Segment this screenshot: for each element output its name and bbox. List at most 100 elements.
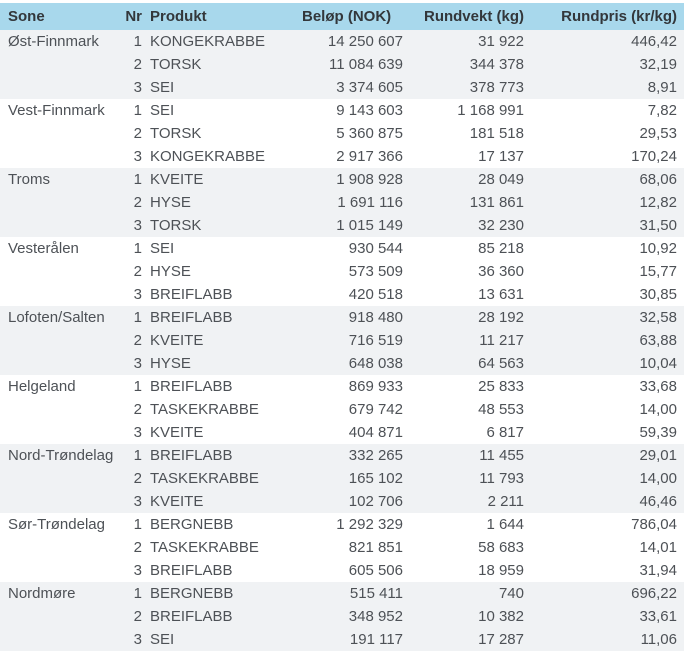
produkt-cell: TORSK <box>142 53 302 76</box>
produkt-cell: BREIFLABB <box>142 605 302 628</box>
table-row: 2 KVEITE 716 519 11 217 63,88 <box>0 329 684 352</box>
rundpris-cell: 10,04 <box>524 352 684 375</box>
sone-cell: Øst-Finnmark <box>0 30 118 53</box>
column-header-nr[interactable]: Nr <box>118 3 142 30</box>
nr-cell: 3 <box>118 490 142 513</box>
produkt-cell: TORSK <box>142 214 302 237</box>
rundvekt-cell: 2 211 <box>403 490 524 513</box>
rundpris-cell: 29,01 <box>524 444 684 467</box>
rundpris-cell: 14,00 <box>639 401 677 418</box>
rundpris-cell: 32,58 <box>524 306 684 329</box>
belop-cell: 515 411 <box>302 582 403 605</box>
produkt-cell: BREIFLABB <box>150 378 233 395</box>
sone-cell <box>0 260 118 283</box>
rundvekt-cell: 17 137 <box>478 148 524 165</box>
produkt-cell: TASKEKRABBE <box>142 467 302 490</box>
belop-cell: 679 742 <box>348 401 403 418</box>
belop-cell: 191 117 <box>302 628 403 651</box>
table-row: Nordmøre 1 BERGNEBB 515 411 740 696,22 <box>0 582 684 605</box>
table-row: 3 KVEITE 404 871 6 817 59,39 <box>0 421 684 444</box>
belop-cell: 1 691 116 <box>302 191 403 214</box>
rundvekt-cell: 13 631 <box>478 286 524 303</box>
rundvekt-cell: 18 959 <box>478 562 524 579</box>
belop-cell: 14 250 607 <box>302 30 403 53</box>
produkt-cell: TASKEKRABBE <box>150 539 259 556</box>
belop-cell: 869 933 <box>348 378 403 395</box>
rundvekt-cell: 10 382 <box>403 605 524 628</box>
rundpris-cell: 10,92 <box>639 240 677 257</box>
rundvekt-cell: 48 553 <box>478 401 524 418</box>
rundvekt-cell: 181 518 <box>469 125 524 142</box>
column-header-sone[interactable]: Sone <box>0 3 118 30</box>
belop-cell: 11 084 639 <box>302 53 403 76</box>
produkt-cell: KONGEKRABBE <box>142 30 302 53</box>
nr-cell: 3 <box>133 286 142 303</box>
rundvekt-cell: 11 793 <box>403 467 524 490</box>
sone-cell <box>0 467 118 490</box>
nr-cell: 3 <box>133 424 142 441</box>
rundvekt-cell: 1 168 991 <box>457 102 524 119</box>
column-header-produkt[interactable]: Produkt <box>142 3 302 30</box>
table-row: 2 BREIFLABB 348 952 10 382 33,61 <box>0 605 684 628</box>
rundpris-cell: 15,77 <box>639 263 677 280</box>
nr-cell: 3 <box>118 628 142 651</box>
nr-cell: 1 <box>118 168 142 191</box>
rundvekt-cell: 31 922 <box>403 30 524 53</box>
produkt-cell: SEI <box>142 628 302 651</box>
rundvekt-cell: 85 218 <box>478 240 524 257</box>
produkt-cell: HYSE <box>142 191 302 214</box>
column-header-rundpris[interactable]: Rundpris (kr/kg) <box>524 3 684 30</box>
sone-cell <box>0 559 118 582</box>
rundpris-cell: 59,39 <box>639 424 677 441</box>
table-row: Øst-Finnmark 1 KONGEKRABBE 14 250 607 31 922… <box>0 30 684 53</box>
sone-cell <box>0 76 118 99</box>
rundpris-cell: 7,82 <box>647 102 677 119</box>
table-row: Vest-Finnmark 1 SEI 9 143 603 1 168 991 7,82 <box>0 99 684 122</box>
table-row: 3 KVEITE 102 706 2 211 46,46 <box>0 490 684 513</box>
rundpris-cell: 68,06 <box>524 168 684 191</box>
belop-cell: 420 518 <box>348 286 403 303</box>
table-body: Øst-Finnmark 1 KONGEKRABBE 14 250 607 31 922… <box>0 30 684 651</box>
nr-cell: 3 <box>118 352 142 375</box>
produkt-cell: HYSE <box>142 352 302 375</box>
belop-cell: 5 360 875 <box>336 125 403 142</box>
rundvekt-cell: 6 817 <box>486 424 524 441</box>
report-table: Sone Nr Produkt Beløp (NOK) Rundvekt (kg… <box>0 3 684 651</box>
nr-cell: 3 <box>133 148 142 165</box>
column-header-belop[interactable]: Beløp (NOK) <box>302 3 403 30</box>
table-row: 3 KONGEKRABBE 2 917 366 17 137 170,24 <box>0 145 684 168</box>
rundpris-cell: 11,06 <box>524 628 684 651</box>
produkt-cell: BREIFLABB <box>150 562 233 579</box>
column-header-rundvekt[interactable]: Rundvekt (kg) <box>403 3 524 30</box>
belop-cell: 332 265 <box>302 444 403 467</box>
sone-cell <box>0 53 118 76</box>
rundvekt-cell: 1 644 <box>486 516 524 533</box>
produkt-cell: KVEITE <box>142 329 302 352</box>
belop-cell: 918 480 <box>302 306 403 329</box>
sone-cell: Helgeland <box>8 378 76 395</box>
sone-cell <box>0 421 118 444</box>
sone-cell <box>0 605 118 628</box>
produkt-cell: SEI <box>150 102 175 119</box>
nr-cell: 3 <box>118 214 142 237</box>
nr-cell: 1 <box>133 378 142 395</box>
rundvekt-cell: 28 049 <box>403 168 524 191</box>
rundvekt-cell: 11 217 <box>403 329 524 352</box>
sone-cell <box>0 352 118 375</box>
sone-cell: Sør-Trøndelag <box>8 516 105 533</box>
rundpris-cell: 33,61 <box>524 605 684 628</box>
table-row: 2 TORSK 5 360 875 181 518 29,53 <box>0 122 684 145</box>
belop-cell: 1 908 928 <box>302 168 403 191</box>
rundvekt-cell: 131 861 <box>403 191 524 214</box>
sone-cell <box>0 536 118 559</box>
rundvekt-cell: 344 378 <box>403 53 524 76</box>
nr-cell: 1 <box>118 30 142 53</box>
sone-cell: Vesterålen <box>8 240 79 257</box>
rundpris-cell: 8,91 <box>524 76 684 99</box>
belop-cell: 9 143 603 <box>336 102 403 119</box>
rundpris-cell: 32,19 <box>524 53 684 76</box>
nr-cell: 2 <box>118 191 142 214</box>
table-row: 2 TORSK 11 084 639 344 378 32,19 <box>0 53 684 76</box>
nr-cell: 2 <box>133 401 142 418</box>
sone-cell: Vest-Finnmark <box>8 102 105 119</box>
